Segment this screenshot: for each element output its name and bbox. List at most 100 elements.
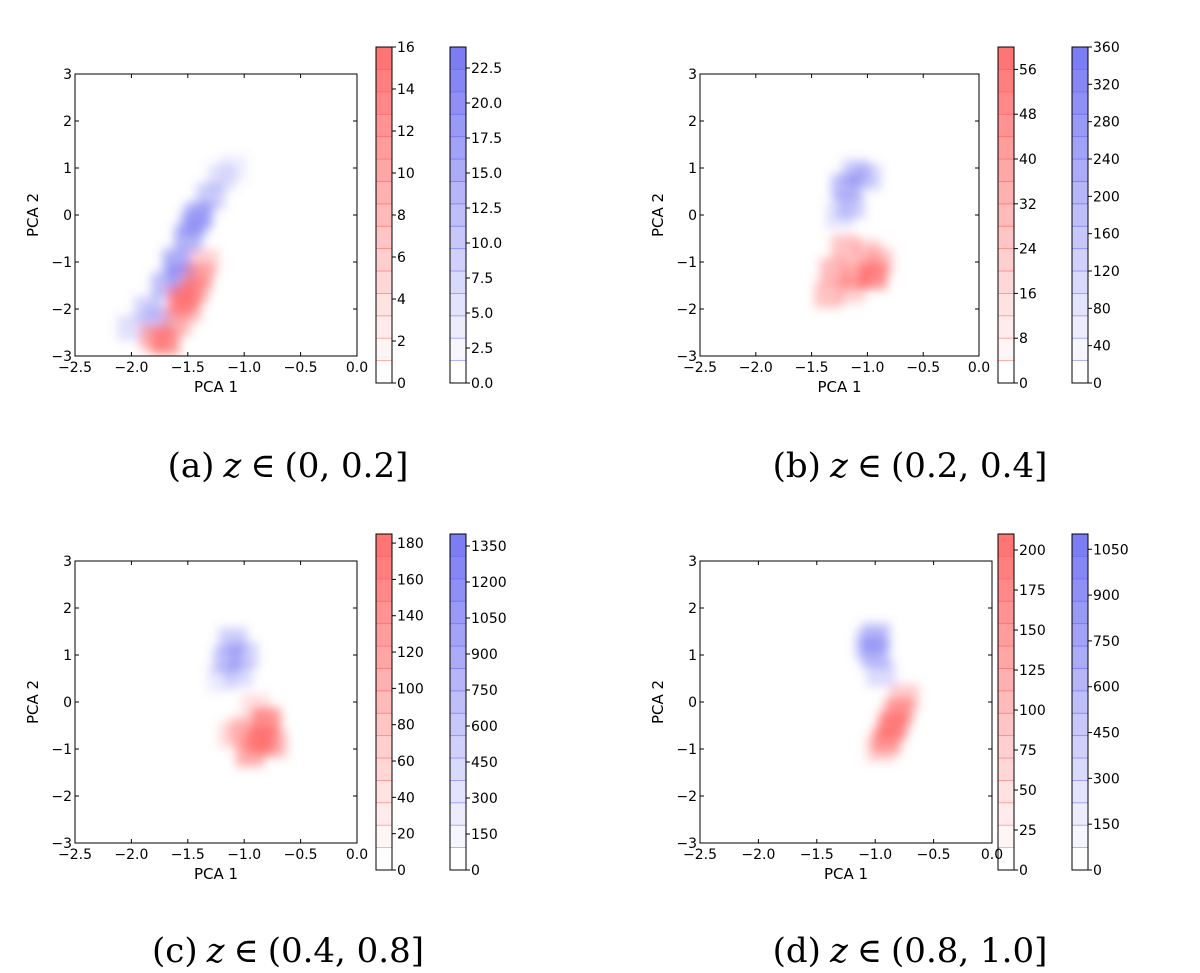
colorbar-level (998, 690, 1014, 714)
colorbar-level (450, 668, 466, 692)
colorbar-tick-label: 750 (1093, 634, 1120, 650)
caption-label: (c) (152, 931, 198, 971)
colorbar-tick-label: 150 (1019, 623, 1046, 639)
y-tick-label: −2 (51, 302, 72, 318)
colorbar-level (376, 203, 392, 227)
caption-operator: ∈ (250, 446, 275, 486)
colorbar-level (1072, 735, 1088, 759)
colorbar-level (998, 601, 1014, 625)
colorbar-frame (1071, 533, 1089, 871)
x-tick-label: −1.0 (850, 360, 884, 376)
colorbar-level (376, 735, 392, 759)
colorbar-level (376, 293, 392, 317)
colorbar-level (998, 646, 1014, 669)
colorbar-level (1072, 825, 1088, 849)
colorbar-tick-label: 450 (1093, 726, 1120, 742)
colorbar-level (376, 91, 392, 115)
colorbar-level (1072, 668, 1088, 692)
colorbar-tick-label: 320 (1093, 77, 1120, 93)
blue-colorbar: 0 150 300 450 600 750 900 1050 (1071, 533, 1129, 879)
colorbar-level (450, 848, 466, 871)
colorbar-level (1072, 293, 1088, 317)
colorbar-tick-label: 17.5 (471, 131, 502, 147)
caption-range: (0.2, 0.4] (891, 446, 1047, 486)
colorbar-tick-label: 22.5 (471, 61, 502, 77)
colorbar-level (1072, 338, 1088, 362)
y-tick-label: 3 (688, 554, 697, 570)
colorbar-tick-label: 6 (397, 250, 406, 266)
colorbar-tick-label: 8 (1019, 331, 1028, 347)
y-tick-label: 1 (688, 161, 697, 177)
colorbar-level (450, 825, 466, 849)
colorbar-level (376, 623, 392, 647)
y-tick-label: −3 (51, 349, 72, 365)
colorbar-tick-label: 600 (1093, 680, 1120, 696)
colorbar-level (450, 690, 466, 714)
colorbar-level (376, 181, 392, 205)
red-colorbar: 0 25 50 75 100 125 150 175 200 (997, 533, 1046, 879)
colorbar-level (450, 646, 466, 669)
colorbar-level (450, 181, 466, 205)
colorbar-tick-label: 1050 (471, 611, 507, 627)
colorbar-tick-label: 150 (471, 827, 498, 843)
red-colorbar: 0 8 16 24 32 40 48 56 (997, 46, 1037, 392)
colorbar-level (1072, 534, 1088, 557)
colorbar-level (450, 713, 466, 737)
colorbar-tick-label: 15.0 (471, 166, 502, 182)
colorbar-level (998, 338, 1014, 362)
colorbar-tick-label: 0 (1019, 863, 1028, 879)
red-density-cell (173, 296, 202, 322)
y-tick-label: −2 (676, 302, 697, 318)
x-tick-label: −0.5 (906, 360, 940, 376)
caption-label: (d) (773, 931, 821, 971)
colorbar-tick-label: 360 (1093, 40, 1120, 56)
colorbar-tick-label: 2.5 (471, 341, 493, 357)
x-axis-label: PCA 1 (194, 865, 238, 883)
colorbar-level (376, 114, 392, 138)
colorbar-level (450, 623, 466, 647)
x-tick-label: −2.5 (683, 360, 717, 376)
colorbar-level (998, 271, 1014, 294)
colorbar-tick-label: 80 (1093, 301, 1111, 317)
panel-caption: (b) z ∈ (0.2, 0.4] (773, 446, 1048, 486)
colorbar-level (450, 91, 466, 115)
y-tick-label: 2 (688, 114, 697, 130)
colorbar-tick-label: 14 (397, 82, 415, 98)
colorbar-tick-label: 0 (1093, 376, 1102, 392)
colorbar-level (998, 735, 1014, 759)
x-tick-label: −2.5 (58, 360, 92, 376)
blue-density-cell (207, 665, 236, 692)
colorbar-level (376, 690, 392, 714)
colorbar-tick-label: 40 (397, 790, 415, 806)
colorbar-tick-label: 5.0 (471, 306, 493, 322)
colorbar-tick-label: 600 (471, 719, 498, 735)
colorbar-level (1072, 780, 1088, 804)
x-tick-label: −2.0 (739, 360, 773, 376)
y-tick-label: 1 (63, 648, 72, 664)
panel-b: −2.5 −2.0 −1.5 −1.0 −0.5 0.0 −3 −2 −1 0 1 2 3 PCA 1 PC… (649, 40, 1120, 486)
colorbar-level (1072, 136, 1088, 160)
colorbar-tick-label: 0.0 (471, 376, 493, 392)
colorbar-tick-label: 200 (1093, 189, 1120, 205)
red-density-cell (866, 736, 896, 762)
colorbar-level (450, 203, 466, 227)
colorbar-tick-label: 300 (471, 791, 498, 807)
colorbar-tick-label: 10 (397, 166, 415, 182)
panel-caption: (a) z ∈ (0, 0.2] (168, 446, 409, 486)
colorbar-level (1072, 646, 1088, 669)
colorbar-level (998, 293, 1014, 317)
colorbar-level (376, 646, 392, 669)
colorbar-level (1072, 181, 1088, 205)
panel-c: −2.5 −2.0 −1.5 −1.0 −0.5 0.0 −3 −2 −1 0 1 2 3 PCA 1 PC… (24, 533, 507, 971)
colorbar-tick-label: 1200 (471, 575, 507, 591)
colorbar-tick-label: 2 (397, 334, 406, 350)
colorbar-level (998, 802, 1014, 826)
x-axis-label: PCA 1 (194, 378, 238, 396)
colorbar-tick-label: 80 (397, 718, 415, 734)
colorbar-tick-label: 175 (1019, 583, 1046, 599)
blue-density-cell (218, 155, 248, 181)
colorbar-level (998, 758, 1014, 781)
colorbar-level (1072, 248, 1088, 272)
colorbar-level (450, 802, 466, 826)
caption-label: (a) (168, 446, 215, 486)
